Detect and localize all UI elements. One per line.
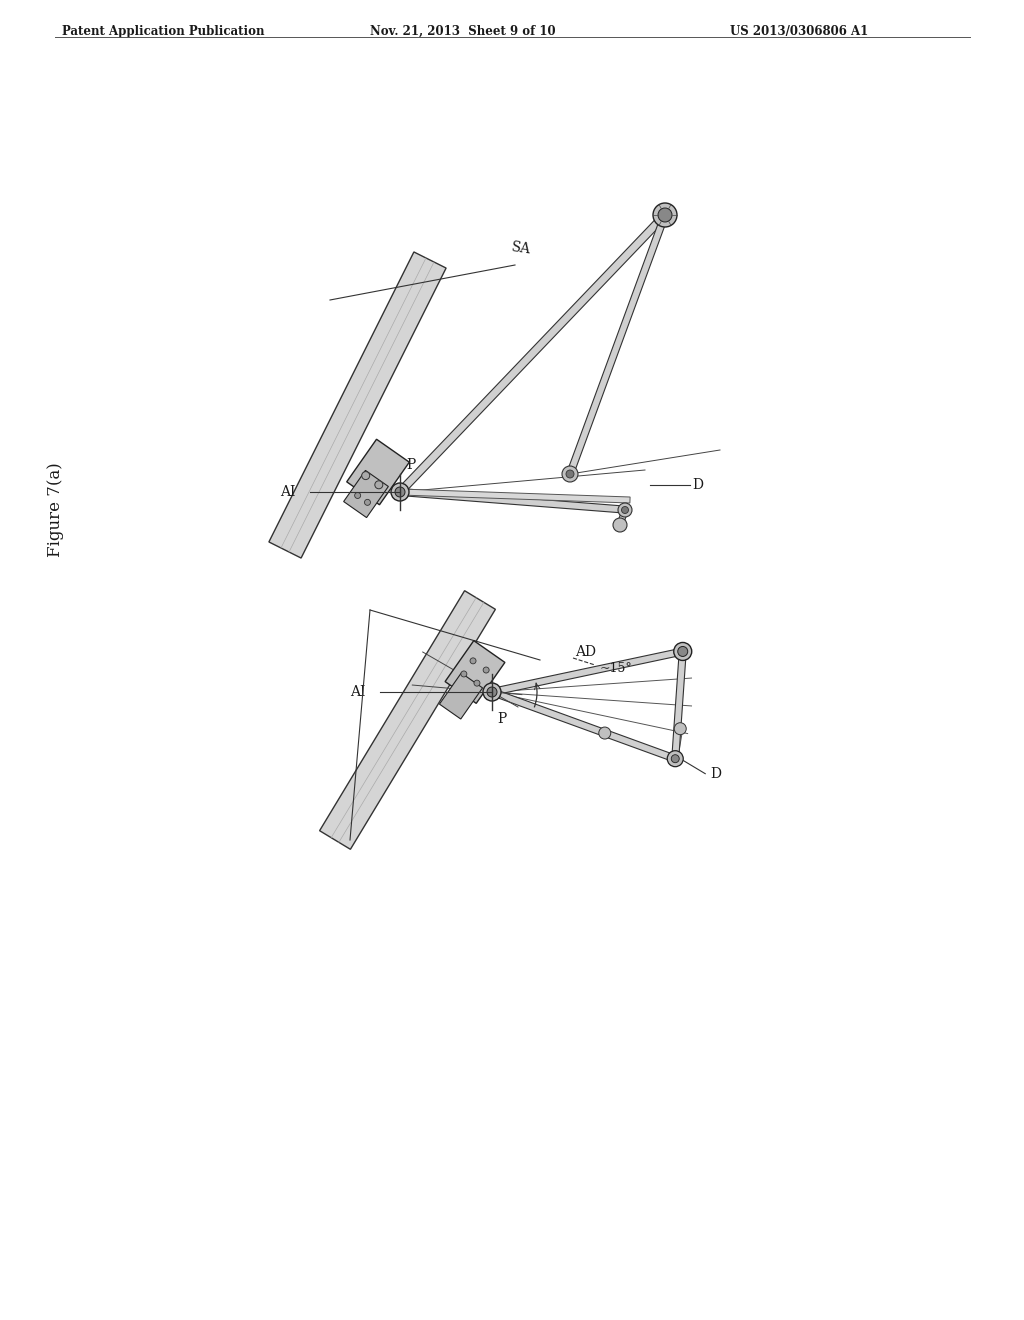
Circle shape (618, 503, 632, 517)
Text: SA: SA (510, 240, 531, 257)
Circle shape (653, 203, 677, 227)
Text: D: D (711, 767, 721, 780)
Circle shape (375, 480, 383, 488)
Text: Patent Application Publication: Patent Application Publication (62, 25, 264, 38)
Circle shape (562, 466, 578, 482)
Circle shape (483, 667, 489, 673)
Circle shape (354, 492, 360, 499)
Text: AI: AI (349, 685, 365, 700)
Circle shape (674, 643, 692, 660)
Polygon shape (397, 213, 668, 495)
Circle shape (487, 686, 497, 697)
Circle shape (613, 517, 627, 532)
Polygon shape (617, 510, 628, 525)
Text: ~15°: ~15° (600, 661, 633, 675)
Text: Figure 7(a): Figure 7(a) (46, 462, 63, 557)
Circle shape (391, 483, 409, 502)
Circle shape (361, 471, 370, 479)
Text: US 2013/0306806 A1: US 2013/0306806 A1 (730, 25, 868, 38)
Polygon shape (344, 470, 388, 517)
Polygon shape (445, 640, 505, 704)
Polygon shape (492, 648, 683, 696)
Text: AD: AD (575, 645, 596, 659)
Circle shape (461, 671, 467, 677)
Polygon shape (319, 590, 496, 849)
Circle shape (622, 507, 629, 513)
Circle shape (668, 751, 683, 767)
Circle shape (658, 209, 672, 222)
Polygon shape (269, 252, 446, 558)
Circle shape (365, 499, 371, 506)
Circle shape (395, 487, 406, 498)
Text: D: D (692, 478, 703, 492)
Text: Nov. 21, 2013  Sheet 9 of 10: Nov. 21, 2013 Sheet 9 of 10 (370, 25, 556, 38)
Circle shape (672, 755, 679, 763)
Polygon shape (490, 689, 677, 762)
Circle shape (470, 657, 476, 664)
Circle shape (599, 727, 610, 739)
Polygon shape (673, 729, 683, 759)
Circle shape (678, 647, 688, 656)
Text: P: P (497, 711, 506, 726)
Text: P: P (406, 458, 416, 473)
Polygon shape (672, 651, 686, 759)
Circle shape (566, 470, 574, 478)
Polygon shape (566, 214, 669, 475)
Polygon shape (347, 440, 410, 504)
Circle shape (674, 722, 686, 735)
Text: AI: AI (280, 484, 295, 499)
Polygon shape (439, 673, 482, 719)
Circle shape (474, 680, 480, 686)
Polygon shape (399, 488, 631, 513)
Polygon shape (400, 488, 630, 503)
Circle shape (483, 682, 501, 701)
